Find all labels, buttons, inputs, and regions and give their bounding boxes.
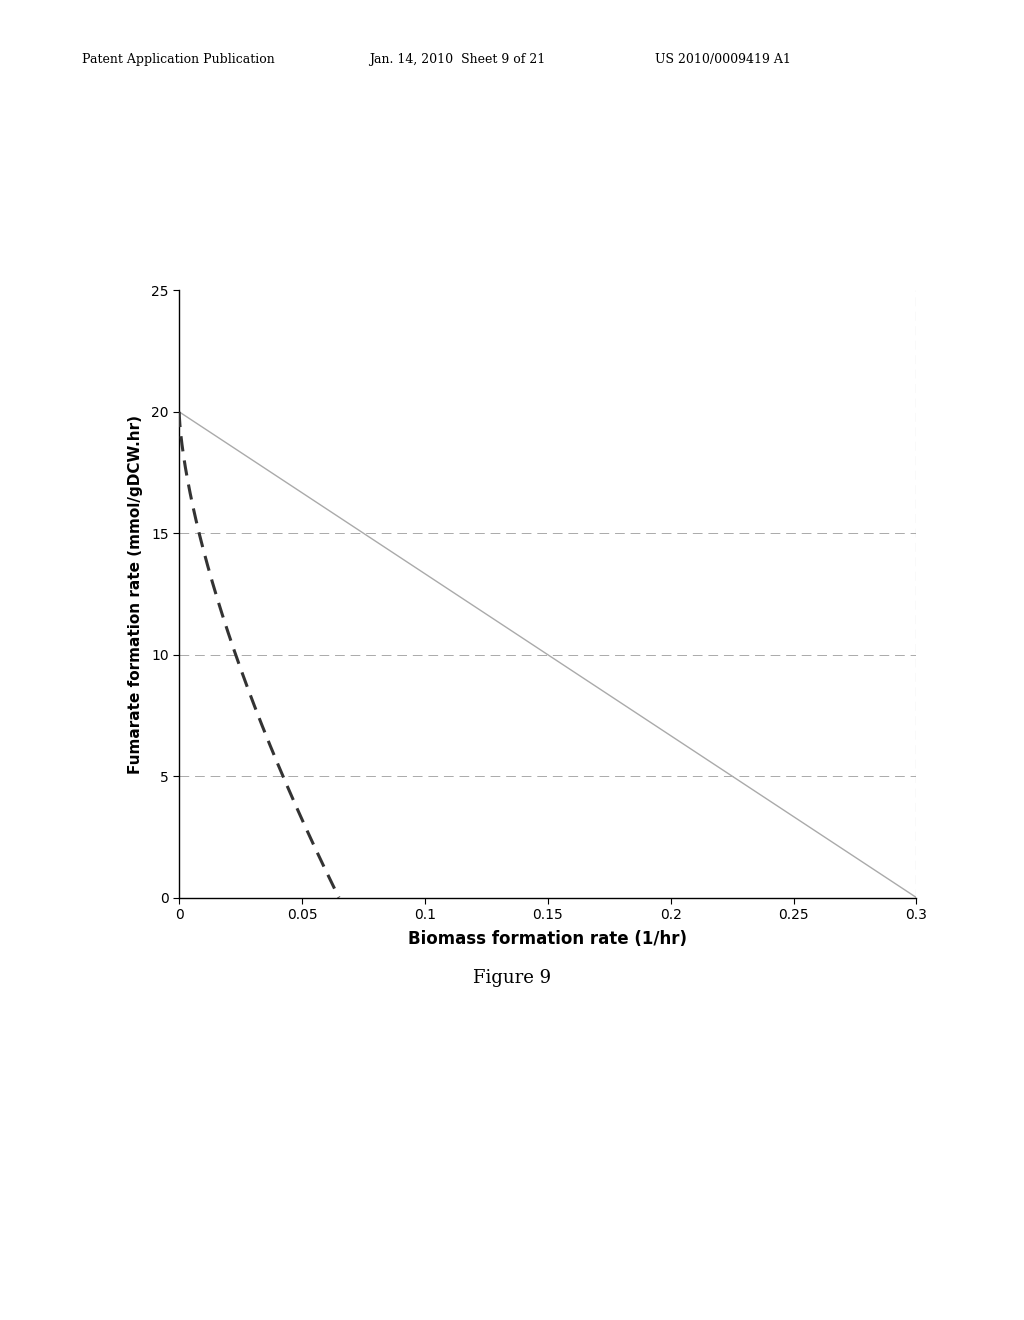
Y-axis label: Fumarate formation rate (mmol/gDCW.hr): Fumarate formation rate (mmol/gDCW.hr) xyxy=(128,414,142,774)
Text: Jan. 14, 2010  Sheet 9 of 21: Jan. 14, 2010 Sheet 9 of 21 xyxy=(369,53,545,66)
Text: US 2010/0009419 A1: US 2010/0009419 A1 xyxy=(655,53,792,66)
Text: Patent Application Publication: Patent Application Publication xyxy=(82,53,274,66)
Text: Figure 9: Figure 9 xyxy=(473,969,551,987)
X-axis label: Biomass formation rate (1/hr): Biomass formation rate (1/hr) xyxy=(409,931,687,948)
